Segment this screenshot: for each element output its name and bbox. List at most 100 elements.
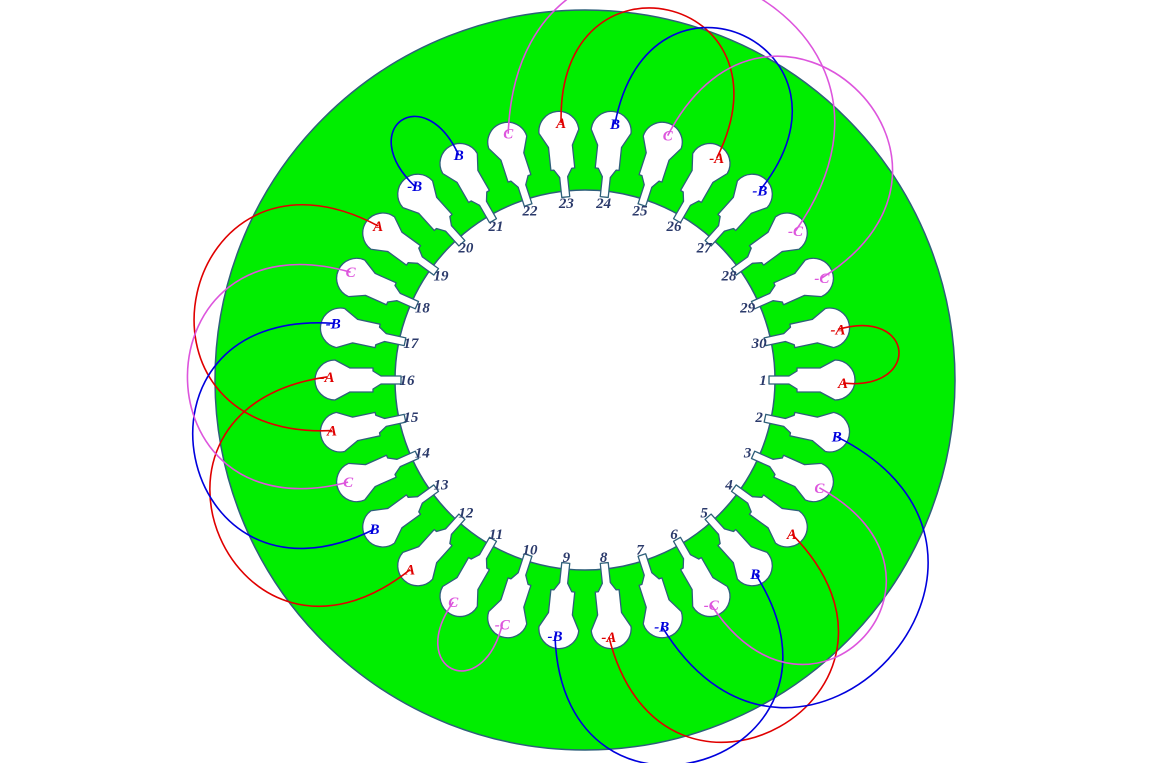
phase-label: -C	[814, 271, 830, 287]
slot	[439, 142, 498, 224]
slot-number: 14	[415, 445, 431, 461]
phase-label: A	[837, 376, 848, 392]
phase-label: A	[555, 116, 566, 132]
slot-number: 1	[759, 373, 767, 389]
phase-label: B	[749, 567, 760, 583]
slot-number: 21	[488, 219, 504, 235]
coil-end-connection	[608, 533, 840, 744]
slot-number: 2	[754, 410, 763, 426]
coil-connections	[186, 0, 929, 763]
phase-label: -C	[788, 224, 804, 240]
phase-label: C	[663, 129, 674, 145]
slot-number: 27	[696, 241, 713, 257]
phase-label: -B	[752, 183, 767, 199]
phase-label: A	[404, 563, 415, 579]
coil-end-connection	[661, 435, 929, 709]
phase-label: B	[609, 117, 620, 133]
slot	[763, 307, 851, 349]
slot-number: 16	[400, 373, 416, 389]
slot-number: 13	[434, 478, 450, 494]
phase-label: -A	[320, 370, 335, 386]
phase-label: A	[372, 219, 383, 235]
slot-number: 22	[522, 204, 539, 220]
coil-end-connection	[560, 7, 735, 159]
coil-end-connection	[837, 324, 900, 385]
coil-end-connection	[186, 263, 351, 490]
phase-label: C	[346, 265, 357, 281]
slot	[319, 411, 407, 453]
slot-number: 9	[563, 550, 571, 566]
slot-number: 23	[558, 196, 575, 212]
slot-number: 3	[743, 445, 752, 461]
phase-label: -A	[709, 151, 724, 167]
slot-number: 15	[403, 410, 419, 426]
slot	[439, 536, 498, 618]
slot-number: 28	[721, 268, 738, 284]
slot	[538, 110, 580, 199]
phase-label: C	[448, 595, 459, 611]
slot	[487, 553, 533, 639]
slot	[590, 110, 632, 199]
phase-label: B	[368, 522, 379, 538]
slot-number: 26	[666, 219, 683, 235]
phase-label: A	[326, 424, 337, 440]
slot-number: 5	[700, 505, 708, 521]
slot	[637, 553, 683, 639]
slot-number: 29	[739, 301, 756, 317]
slot-number: 25	[632, 204, 649, 220]
phase-label: C	[343, 475, 354, 491]
slot	[397, 513, 466, 587]
slot	[763, 411, 851, 453]
phase-label: -C	[704, 598, 720, 614]
slot-number: 4	[724, 478, 733, 494]
slot-number: 20	[457, 241, 474, 257]
slot	[730, 212, 808, 276]
coil-end-connection	[192, 322, 375, 550]
phase-label: -B	[654, 619, 669, 635]
slot-number: 12	[458, 505, 474, 521]
coil-end-connection	[193, 203, 379, 432]
stator-slots	[314, 110, 856, 650]
coil-end-connection	[666, 55, 894, 279]
phase-label: A	[786, 527, 797, 543]
slot-number: 17	[403, 336, 419, 352]
phase-label: B	[831, 430, 842, 446]
coil-end-connection	[507, 0, 836, 232]
slot	[768, 359, 856, 401]
slot-number: 18	[415, 301, 431, 317]
phase-label: -B	[326, 316, 341, 332]
coil-end-connection	[390, 115, 460, 187]
coil-end-connection	[614, 26, 794, 191]
phase-label: C	[503, 127, 514, 143]
slot	[335, 450, 420, 503]
phase-label: -C	[495, 617, 511, 633]
phase-label: -A	[831, 322, 846, 338]
coil-end-connection	[554, 573, 784, 763]
slot-number: 24	[595, 196, 612, 212]
slot	[637, 121, 683, 207]
phase-label: -A	[601, 630, 616, 646]
phase-labels: A B C A B -C -B -A -B -C C A B C A -A -B C A -B B C A B C -A -B -C -…	[320, 116, 849, 646]
phase-label: C	[814, 481, 825, 497]
phase-label: -B	[548, 629, 563, 645]
slot-number: 30	[751, 336, 768, 352]
slot-number: 19	[434, 268, 450, 284]
slot-number: 7	[636, 542, 644, 558]
slot-number: 10	[523, 542, 539, 558]
slot	[704, 513, 773, 587]
coil-end-connection	[710, 487, 887, 666]
slot-number: 11	[489, 527, 503, 543]
slot	[730, 484, 808, 548]
slot	[397, 173, 466, 247]
slot-number: 6	[670, 527, 678, 543]
coil-end-connection	[437, 601, 504, 672]
slot-number: 8	[600, 550, 608, 566]
phase-label: -B	[407, 179, 422, 195]
slot	[750, 450, 835, 503]
phase-label: B	[453, 148, 464, 164]
slot	[362, 484, 440, 548]
slot	[487, 121, 533, 207]
coil-end-connection	[209, 376, 411, 608]
